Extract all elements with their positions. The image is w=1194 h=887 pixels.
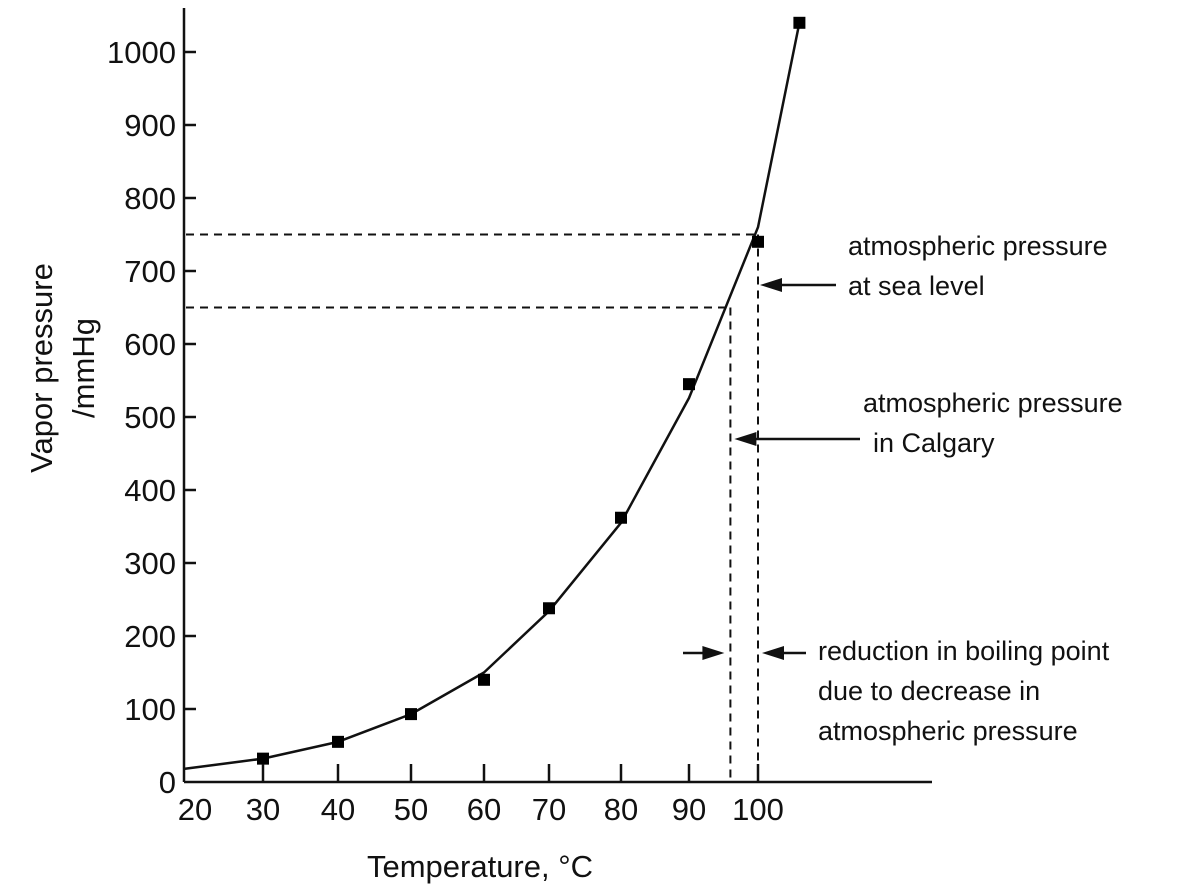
data-marker <box>543 602 555 614</box>
arrow-reduction-right-head <box>762 646 784 660</box>
y-tick-label: 800 <box>124 181 176 216</box>
y-tick-label: 400 <box>124 473 176 508</box>
markers <box>257 17 805 765</box>
y-axis-ticks: 0 100 200 300 400 500 600 700 800 900 1000 <box>107 35 196 800</box>
arrow-calgary-head <box>734 432 756 446</box>
annotation-reduction-line-2: due to decrease in <box>818 676 1040 706</box>
data-marker <box>793 17 805 29</box>
y-tick-label: 0 <box>159 765 176 800</box>
y-tick-label: 500 <box>124 400 176 435</box>
x-tick-label: 40 <box>321 792 355 827</box>
data-marker <box>257 753 269 765</box>
annotation-calgary-line-1: atmospheric pressure <box>863 388 1123 418</box>
y-tick-label: 700 <box>124 254 176 289</box>
annotation-reduction-line-3: atmospheric pressure <box>818 716 1078 746</box>
x-tick-label: 20 <box>178 792 212 827</box>
y-tick-label: 200 <box>124 619 176 654</box>
y-axis-title-line-1: Vapor pressure <box>24 263 59 473</box>
data-marker <box>615 512 627 524</box>
arrow-reduction-left-head <box>702 646 724 660</box>
y-tick-label: 600 <box>124 327 176 362</box>
y-axis-title-line-2: /mmHg <box>66 318 101 418</box>
y-tick-label: 300 <box>124 546 176 581</box>
x-tick-label: 50 <box>394 792 428 827</box>
annotation-calgary-line-2: in Calgary <box>873 428 995 458</box>
annotation-sea-level-line-1: atmospheric pressure <box>848 231 1108 261</box>
x-tick-label: 100 <box>732 792 784 827</box>
x-tick-label: 90 <box>672 792 706 827</box>
reference-lines <box>186 235 758 783</box>
annotation-sea-level-line-2: at sea level <box>848 271 985 301</box>
x-axis-title: Temperature, °C <box>367 849 593 884</box>
x-tick-label: 70 <box>532 792 566 827</box>
x-axis-ticks: 20 30 40 50 60 70 80 90 100 <box>178 764 784 827</box>
data-marker <box>405 708 417 720</box>
annotation-arrows <box>683 278 860 660</box>
x-tick-label: 60 <box>467 792 501 827</box>
data-marker <box>683 378 695 390</box>
data-marker <box>332 736 344 748</box>
axis-titles: Temperature, °C Vapor pressure /mmHg <box>24 263 593 884</box>
data-marker <box>478 674 490 686</box>
y-tick-label: 900 <box>124 108 176 143</box>
annotation-reduction-line-1: reduction in boiling point <box>818 636 1110 666</box>
y-tick-label: 100 <box>124 692 176 727</box>
arrow-sea-level-head <box>760 278 782 292</box>
x-tick-label: 30 <box>246 792 280 827</box>
data-marker <box>752 236 764 248</box>
x-tick-label: 80 <box>604 792 638 827</box>
annotations: atmospheric pressure at sea level atmosp… <box>818 231 1123 746</box>
y-tick-label: 1000 <box>107 35 176 70</box>
